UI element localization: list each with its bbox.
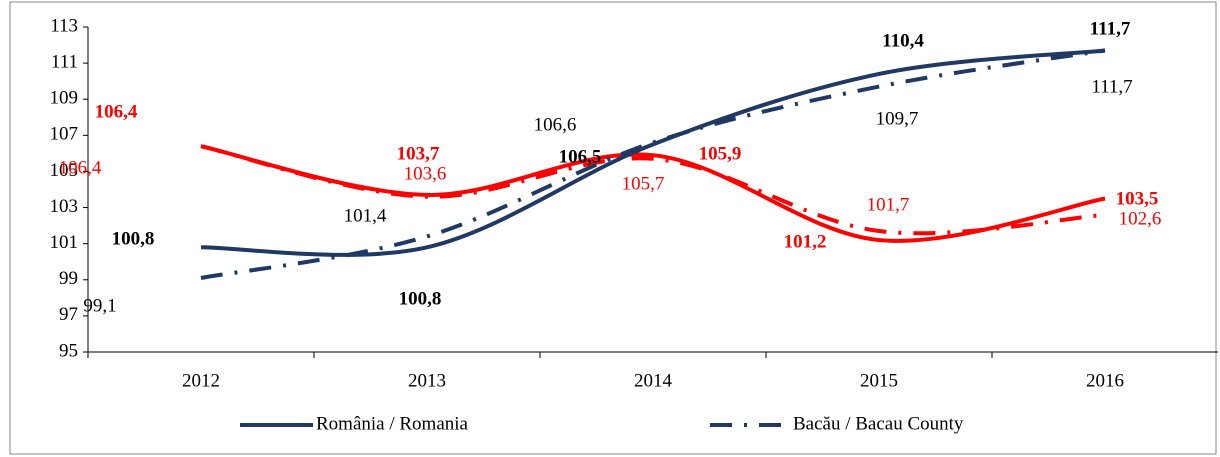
data-label: 100,8	[399, 288, 442, 309]
y-tick-label: 101	[50, 232, 79, 253]
data-label: 99,1	[83, 295, 116, 316]
x-tick-label: 2016	[1086, 370, 1124, 391]
chart-border	[9, 1, 1217, 455]
data-label: 111,7	[1091, 76, 1132, 97]
data-label: 106,4	[95, 101, 138, 122]
y-tick-label: 99	[59, 268, 78, 289]
y-tick-label: 111	[51, 51, 78, 72]
line-series	[200, 144, 1106, 243]
line-series	[200, 48, 1106, 257]
legend-label: România / Romania	[316, 413, 469, 434]
data-label: 101,4	[344, 205, 387, 226]
y-tick-label: 105	[50, 160, 79, 181]
data-label: 101,2	[784, 231, 827, 252]
data-label: 103,6	[404, 163, 447, 184]
data-label: 102,6	[1119, 208, 1162, 229]
data-label: 106,5	[559, 146, 602, 167]
y-tick-label: 95	[59, 340, 78, 361]
data-label: 103,5	[1116, 188, 1159, 209]
y-tick-label: 107	[50, 124, 79, 145]
y-tick-label: 103	[50, 196, 79, 217]
data-label: 109,7	[876, 108, 919, 129]
data-label: 105,9	[699, 143, 742, 164]
data-label: 101,7	[867, 194, 910, 215]
data-label: 103,7	[397, 143, 440, 164]
y-tick-label: 109	[50, 88, 79, 109]
x-tick-label: 2015	[860, 370, 898, 391]
y-tick-label: 97	[59, 304, 78, 325]
data-label: 105,7	[622, 173, 665, 194]
y-tick-label: 113	[50, 15, 78, 36]
x-tick-label: 2012	[182, 370, 220, 391]
x-tick-label: 2013	[408, 370, 446, 391]
data-label: 110,4	[882, 30, 924, 51]
data-label: 106,6	[534, 114, 577, 135]
data-label: 111,7	[1090, 18, 1131, 39]
data-label: 100,8	[112, 228, 155, 249]
line-series	[200, 48, 1106, 280]
data-label: 106,4	[59, 157, 102, 178]
x-tick-label: 2014	[634, 370, 673, 391]
legend-label: Bacău / Bacau County	[793, 413, 964, 434]
